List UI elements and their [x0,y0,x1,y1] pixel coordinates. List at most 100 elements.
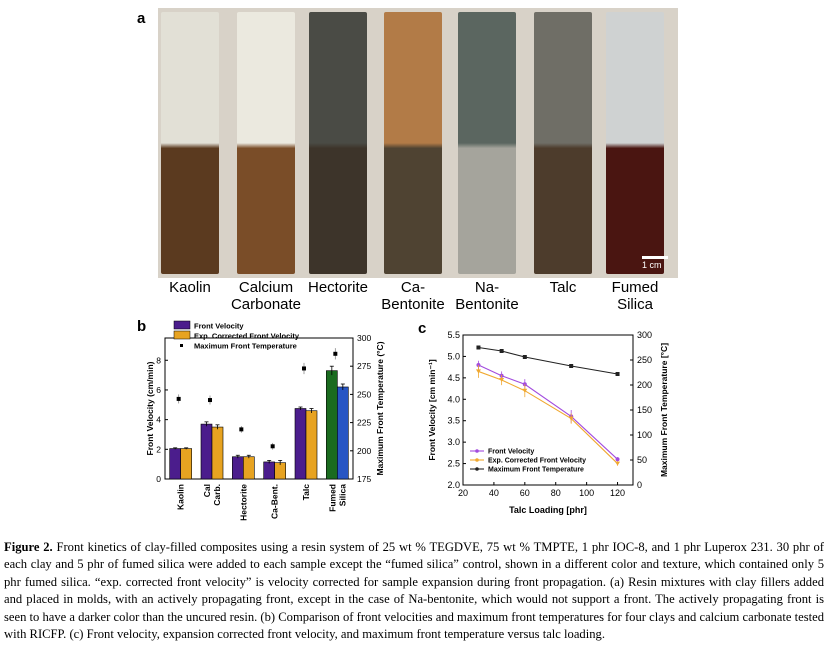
x-tick-label: 60 [520,488,530,498]
sample-label-text: Hectorite [307,279,369,296]
bar-exp-corrected [243,456,255,480]
sample-label-text: Na- Bentonite [455,279,519,313]
bar-exp-corrected [305,410,318,480]
sample-label: Ca- Bentonite [373,279,453,313]
y2-tick-label: 300 [637,330,652,340]
legend-label: Exp. Corrected Front Velocity [488,458,586,465]
sample-tube [309,12,367,274]
sample-label-text: Fumed Silica [611,279,659,313]
bar-exp-corrected [211,426,224,480]
y-tick-label: 0 [156,474,161,484]
legend-swatch [180,344,183,347]
figure-caption: Figure 2. Front kinetics of clay-filled … [4,539,824,643]
sample-label-text: Ca- Bentonite [381,279,445,313]
temperature-point [476,345,481,350]
temp-marker [333,351,338,356]
exp-corrected-point [568,416,574,421]
plot-frame [164,337,354,480]
panel-c-letter: c [418,320,427,337]
bar-exp-corrected [337,386,349,480]
bar-exp-corrected [274,462,286,480]
y2-tick-label: 250 [637,355,652,365]
x-tick-label-line: Ca-Bent. [270,484,280,519]
legend-swatch [173,320,191,330]
y-tick-label: 2.0 [447,480,460,490]
y2-tick-label: 50 [637,455,647,465]
temperature-point [499,349,504,353]
exp-corrected-point [475,369,481,374]
y-tick-label: 4.5 [447,373,460,383]
sample-tube [606,12,664,274]
sample-tube [384,12,442,274]
chart-c: 20 40 60 80 100 120 2.0 2.5 3.0 3.5 4.0 4.5 5.0 5.5 0 5… [427,330,669,515]
y2-axis-label: Maximum Front Temperature [°C] [659,343,669,477]
bar-exp-corrected [180,448,192,480]
x-tick-label-line: Silica [337,484,347,506]
bar-front-velocity [326,370,338,480]
x-tick-label: 20 [458,488,468,498]
sample-label: Hectorite [298,279,378,296]
y2-tick-label: 200 [357,446,371,456]
y-tick-label: 5.0 [447,351,460,361]
x-tick-label: 120 [610,488,625,498]
sample-label-text: Calcium Carbonate [230,279,302,313]
bar-front-velocity [169,448,181,480]
sample-tube [458,12,516,274]
x-tick-label: 80 [551,488,561,498]
legend-label: Maximum Front Temperature [488,467,584,474]
y2-tick-label: 250 [357,389,371,399]
scale-bar-label: 1 cm [642,260,662,270]
x-tick-label: Hectorite [238,484,248,521]
legend-marker [475,449,479,453]
exp-corrected-point [615,461,621,466]
chart-b: 0 2 4 6 8 175 200 225 250 275 300 Front Velocity (c… [145,320,385,521]
x-tick-label-line: Cal [202,484,212,497]
x-tick-label: 40 [489,488,499,498]
y-tick-label: 2.5 [447,459,460,469]
bar-front-velocity [263,461,275,480]
legend-marker [475,458,479,462]
legend-label: Front Velocity [488,449,534,456]
sample-label: Na- Bentonite [447,279,527,313]
sample-photo: 1 cm [158,8,678,278]
y2-tick-label: 225 [357,418,371,428]
temperature-point [569,364,574,368]
x-axis-label: Talc Loading [phr] [509,505,587,515]
y-tick-label: 5.5 [447,330,460,340]
x-tick-label: FumedSilica [327,484,347,512]
front-velocity-point [615,457,620,462]
y-axis-label: Front Velocity [cm min⁻¹] [427,359,437,460]
y-tick-label: 3.0 [447,437,460,447]
y2-axis-label: Maximum Front Temperature (°C) [375,341,385,475]
scale-bar [642,256,668,259]
legend-swatch [173,330,191,340]
x-tick-label-line: Carb. [212,484,222,506]
x-tick-label-line: Kaolin [176,484,186,510]
x-tick-label-line: Talc [301,484,311,501]
temp-marker [239,427,244,432]
sample-label-text: Kaolin [169,279,211,296]
panel-b-letter: b [137,318,147,335]
y2-tick-label: 150 [637,405,652,415]
sample-tube [237,12,295,274]
y-tick-label: 4.0 [447,394,460,404]
sample-label: Talc [523,279,603,296]
y2-tick-label: 275 [357,361,371,371]
sample-tube [161,12,219,274]
caption-label: Figure 2. [4,540,53,554]
bar-front-velocity [200,423,213,480]
y-tick-label: 8 [156,355,161,365]
x-tick-label-line: Hectorite [238,484,248,521]
y-tick-label: 3.5 [447,416,460,426]
legend-label: Maximum Front Temperature [194,342,297,351]
series-max-temperature-line [478,346,618,375]
y2-tick-label: 0 [637,480,642,490]
x-tick-label: CalCarb. [202,484,222,506]
y-axis-label: Front Velocity (cm/min) [145,361,155,455]
bar-front-velocity [232,456,244,480]
y-tick-label: 2 [156,444,161,454]
x-tick-label: Ca-Bent. [270,484,280,519]
exp-corrected-point [499,378,505,382]
sample-tube [534,12,592,274]
temperature-point [615,372,620,376]
